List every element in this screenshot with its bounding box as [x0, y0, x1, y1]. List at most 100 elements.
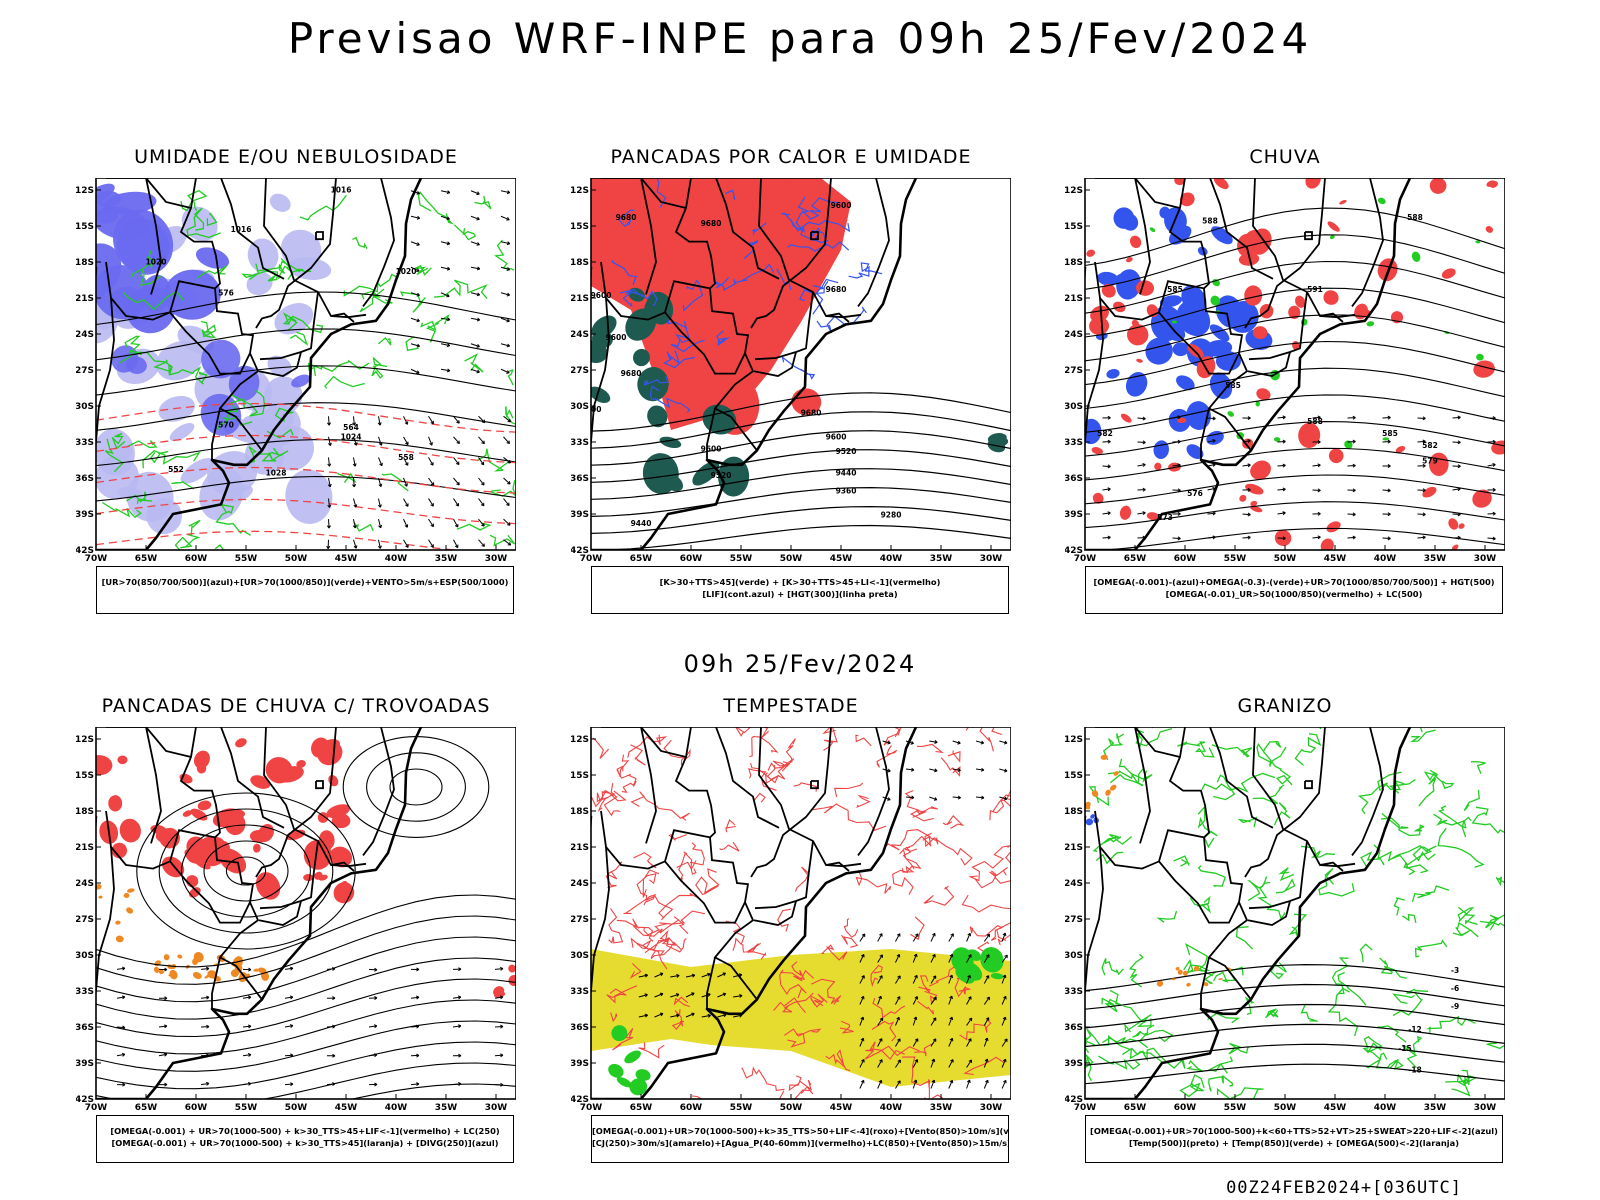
lon-tick-label: 65W	[630, 1103, 653, 1113]
lat-tick-label: 30S	[1065, 402, 1083, 412]
border-line	[1252, 727, 1356, 868]
lat-tick-label: 33S	[1065, 987, 1083, 997]
legend-tempestade: [OMEGA(-0.001)+UR>70(1000-500)+k>35_TTS>…	[591, 1115, 1009, 1163]
lat-tick-label: 21S	[76, 843, 94, 853]
contour-label: 9680	[826, 285, 847, 294]
border-line	[857, 727, 890, 856]
lon-tick-label: 35W	[930, 1103, 953, 1113]
border-line	[1304, 231, 1313, 241]
lat-tick-label: 12S	[76, 186, 94, 196]
lat-tick-label: 24S	[1065, 879, 1083, 889]
border-line	[258, 351, 302, 377]
border-line	[1351, 727, 1384, 856]
lat-tick-label: 18S	[1065, 258, 1083, 268]
lon-tick-label: 35W	[930, 554, 953, 564]
border-line	[753, 351, 797, 377]
lat-tick-label: 15S	[1065, 771, 1083, 781]
border-line	[753, 900, 797, 926]
contour-label: 570	[218, 421, 234, 430]
panel-granizo: GRANIZO -3 -6 -9 -12 -15 -18 12S 15S 18S 21S 24S 27…	[1065, 695, 1505, 1165]
lat-tick-label: 39S	[76, 510, 94, 520]
lat-tick-label: 27S	[1065, 366, 1083, 376]
lat-tick-label: 30S	[1065, 951, 1083, 961]
border-line	[1248, 291, 1308, 361]
contour-label: 1020	[146, 257, 167, 266]
border-line	[96, 846, 115, 998]
contour-label: 576	[1187, 489, 1203, 498]
border-line	[96, 297, 115, 449]
lat-tick-label: 27S	[1065, 915, 1083, 925]
contour-label: 9600	[606, 333, 627, 342]
lon-tick-label: 60W	[1174, 1103, 1197, 1113]
border-line	[1244, 727, 1326, 878]
lat-tick-label: 27S	[76, 915, 94, 925]
border-line	[220, 178, 285, 280]
contour-label: 1028	[266, 469, 287, 478]
legend-line: [UR>70(850/700/500)](azul)+[UR>70(1000/8…	[101, 577, 509, 587]
border-line	[1095, 727, 1181, 758]
border-line	[259, 840, 319, 910]
panel-umidade: UMIDADE E/OU NEBULOSIDADE 1016 1016 1020 10…	[76, 146, 516, 616]
lon-tick-label: 55W	[235, 1103, 258, 1113]
border-line	[211, 957, 221, 1009]
coastline	[591, 727, 919, 1099]
legend-line: [CJ(250)>30m/s](amarelo)+[Agua_P(40-60mm…	[592, 1138, 1009, 1148]
lon-tick-label: 45W	[830, 1103, 853, 1113]
contour-label: -12	[1408, 1025, 1422, 1034]
lat-tick-label: 30S	[571, 402, 589, 412]
lat-tick-label: 12S	[571, 186, 589, 196]
lat-tick-label: 12S	[76, 735, 94, 745]
border-line	[1209, 178, 1274, 280]
lat-tick-label: 36S	[76, 1023, 94, 1033]
lat-tick-label: 12S	[1065, 186, 1083, 196]
contour-label: 558	[398, 453, 414, 462]
border-line	[1158, 860, 1240, 924]
panel-title: PANCADAS POR CALOR E UMIDADE	[610, 146, 972, 168]
lon-tick-label: 30W	[980, 1103, 1003, 1113]
border-line	[259, 291, 319, 361]
lat-tick-label: 24S	[76, 330, 94, 340]
lon-tick-label: 30W	[1474, 554, 1497, 564]
contour-label: 585	[1382, 429, 1398, 438]
lat-tick-label: 24S	[571, 330, 589, 340]
border-line	[255, 178, 337, 329]
map-border	[590, 727, 1011, 1100]
border-line	[1209, 727, 1274, 829]
lon-tick-label: 45W	[335, 554, 358, 564]
border-line	[674, 727, 758, 1000]
panel-title: GRANIZO	[1237, 695, 1333, 717]
lat-tick-label: 39S	[571, 1059, 589, 1069]
border-line	[315, 780, 324, 790]
lat-tick-label: 36S	[76, 474, 94, 484]
border-line	[1168, 727, 1252, 1000]
contour-label: 588	[1407, 213, 1423, 222]
lat-tick-label: 33S	[76, 438, 94, 448]
map-umidade: 1016 1016 1020 1020 1024 1028 576 570 564 558 552 1…	[76, 178, 516, 564]
map-border	[95, 727, 516, 1100]
contour-label: 9600	[591, 291, 612, 300]
border-line	[825, 861, 850, 872]
border-line	[715, 178, 780, 280]
lon-tick-label: 35W	[1424, 554, 1447, 564]
contour-label: 1016	[231, 225, 252, 234]
legend-line: [K>30+TTS>45](verde) + [K>30+TTS>45+LI<-…	[659, 577, 941, 587]
border-line	[1252, 178, 1356, 319]
border-line	[1095, 178, 1181, 209]
contour-label: 9520	[836, 447, 857, 456]
panel-tempestade: TEMPESTADE 12S 15S 18S 21S 24S 27S 30S 33S 36S 39…	[571, 695, 1011, 1165]
lon-tick-label: 50W	[285, 1103, 308, 1113]
lon-tick-label: 30W	[980, 554, 1003, 564]
lat-tick-label: 39S	[1065, 510, 1083, 520]
lon-tick-label: 55W	[1224, 554, 1247, 564]
map-content: 588 588 585 591 585 588 585 582 579 576 573 582	[1085, 178, 1505, 550]
border-line	[1247, 900, 1291, 926]
lat-tick-label: 24S	[1065, 330, 1083, 340]
legend-umidade: [UR>70(850/700/500)](azul)+[UR>70(1000/8…	[96, 566, 514, 614]
lat-tick-label: 42S	[1065, 546, 1083, 556]
lat-tick-label: 15S	[76, 222, 94, 232]
lat-tick-label: 12S	[1065, 735, 1083, 745]
contour-label: 1020	[396, 267, 417, 276]
valid-time-title: 09h 25/Fev/2024	[683, 650, 917, 678]
lat-tick-label: 15S	[1065, 222, 1083, 232]
legend-line: [OMEGA(-0.001)+UR>70(1000-500)+k<60+TTS>…	[1090, 1126, 1498, 1136]
